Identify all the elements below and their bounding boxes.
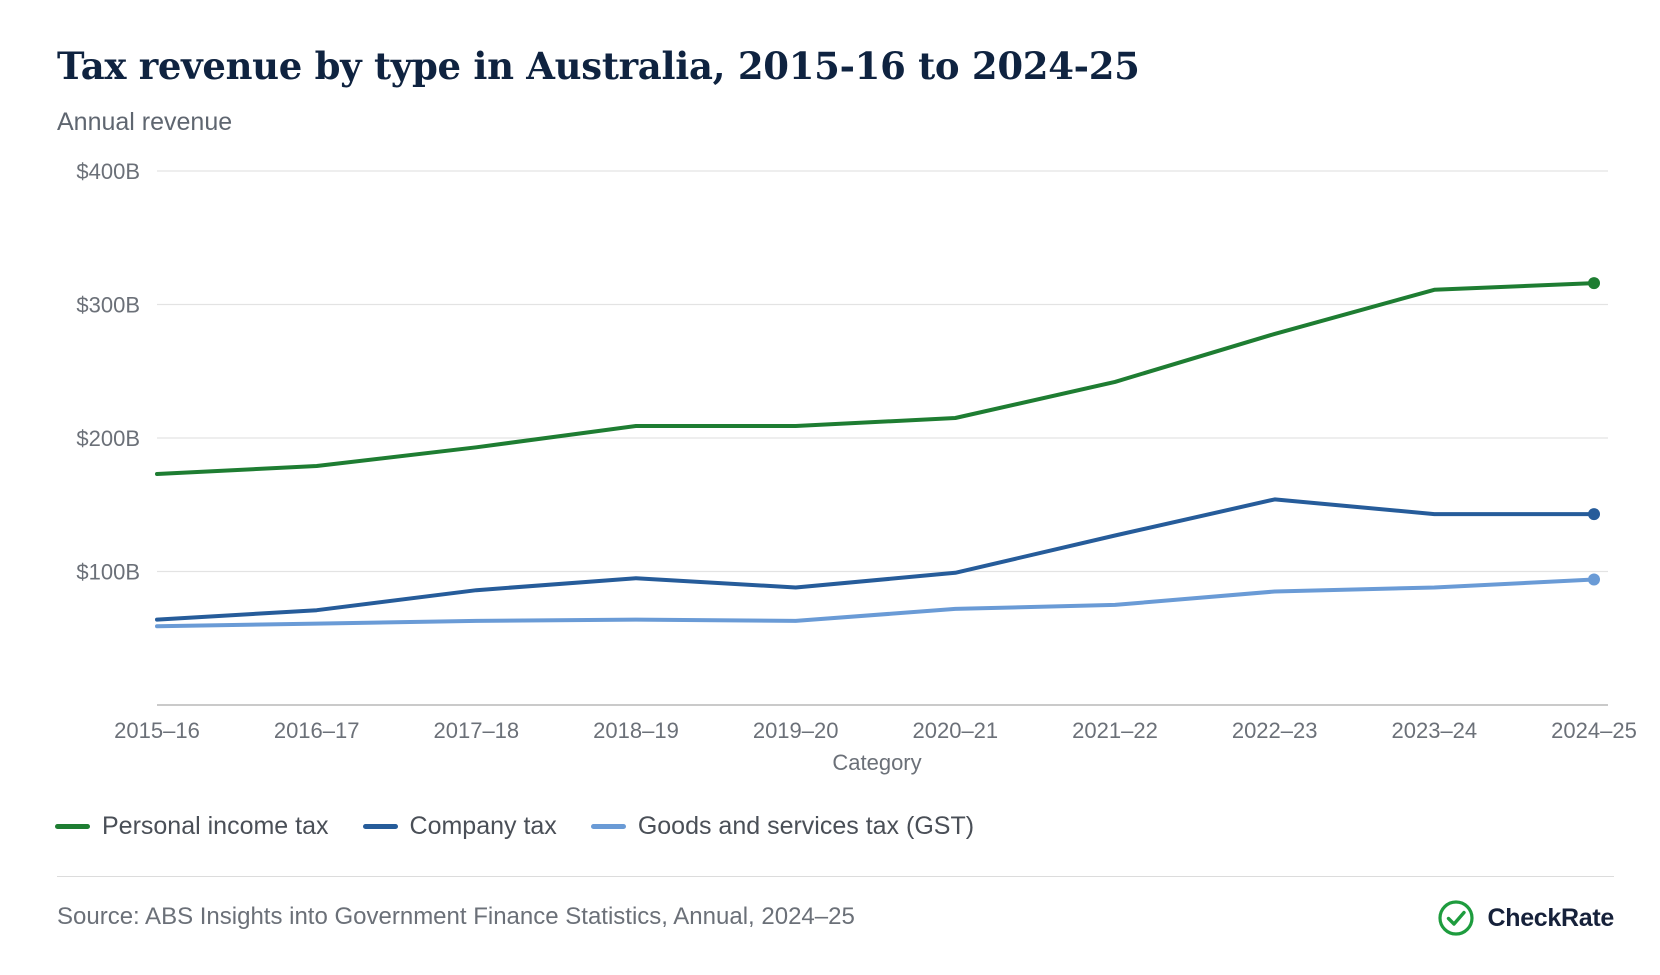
legend-label: Personal income tax <box>102 812 329 840</box>
footer-divider <box>57 876 1614 877</box>
gridlines <box>157 170 1608 706</box>
series-line <box>155 497 1596 622</box>
x-tick-label: 2022–23 <box>1232 718 1318 743</box>
legend-swatch <box>55 824 90 829</box>
legend-item-company-tax: Company tax <box>362 812 557 841</box>
x-tick-label: 2024–25 <box>1551 718 1637 743</box>
brand-logo: CheckRate <box>1437 899 1614 937</box>
chart-subtitle: Annual revenue <box>57 108 233 136</box>
chart-title: Tax revenue by type in Australia, 2015-1… <box>57 44 1140 88</box>
y-tick-label: $400B <box>76 159 140 184</box>
series-lines <box>155 277 1600 629</box>
series-line <box>155 577 1596 629</box>
legend: Personal income tax Company tax Goods an… <box>55 812 974 841</box>
legend-swatch <box>362 824 398 829</box>
legend-item-gst: Goods and services tax (GST) <box>590 812 975 841</box>
x-tick-label: 2015–16 <box>114 718 200 743</box>
y-tick-label: $200B <box>76 426 140 451</box>
line-chart: $100B $200B $300B $400B 2015–16 2016–17 2017–… <box>76 159 1637 775</box>
brand-name: CheckRate <box>1487 903 1614 932</box>
series-end-point <box>1588 573 1600 586</box>
x-tick-label: 2016–17 <box>274 718 360 743</box>
y-tick-label: $300B <box>76 293 140 318</box>
x-tick-label: 2020–21 <box>913 718 999 743</box>
y-axis-ticks: $100B $200B $300B $400B <box>76 159 140 585</box>
series-line <box>155 281 1596 476</box>
x-tick-label: 2021–22 <box>1072 718 1158 743</box>
legend-swatch <box>590 824 626 829</box>
check-circle-icon <box>1438 900 1475 936</box>
x-tick-label: 2017–18 <box>434 718 520 743</box>
legend-label: Company tax <box>409 812 557 840</box>
x-axis-title: Category <box>832 750 921 775</box>
x-tick-label: 2019–20 <box>753 718 839 743</box>
source-note: Source: ABS Insights into Government Fin… <box>57 903 855 930</box>
x-tick-label: 2023–24 <box>1392 718 1478 743</box>
x-axis-ticks: 2015–16 2016–17 2017–18 2018–19 2019–20 2020–… <box>114 718 1637 743</box>
x-tick-label: 2018–19 <box>593 718 679 743</box>
series-end-point <box>1588 508 1600 521</box>
legend-item-personal-income-tax: Personal income tax <box>55 812 329 841</box>
series-end-point <box>1588 277 1600 290</box>
legend-label: Goods and services tax (GST) <box>637 812 975 840</box>
y-tick-label: $100B <box>76 560 140 585</box>
